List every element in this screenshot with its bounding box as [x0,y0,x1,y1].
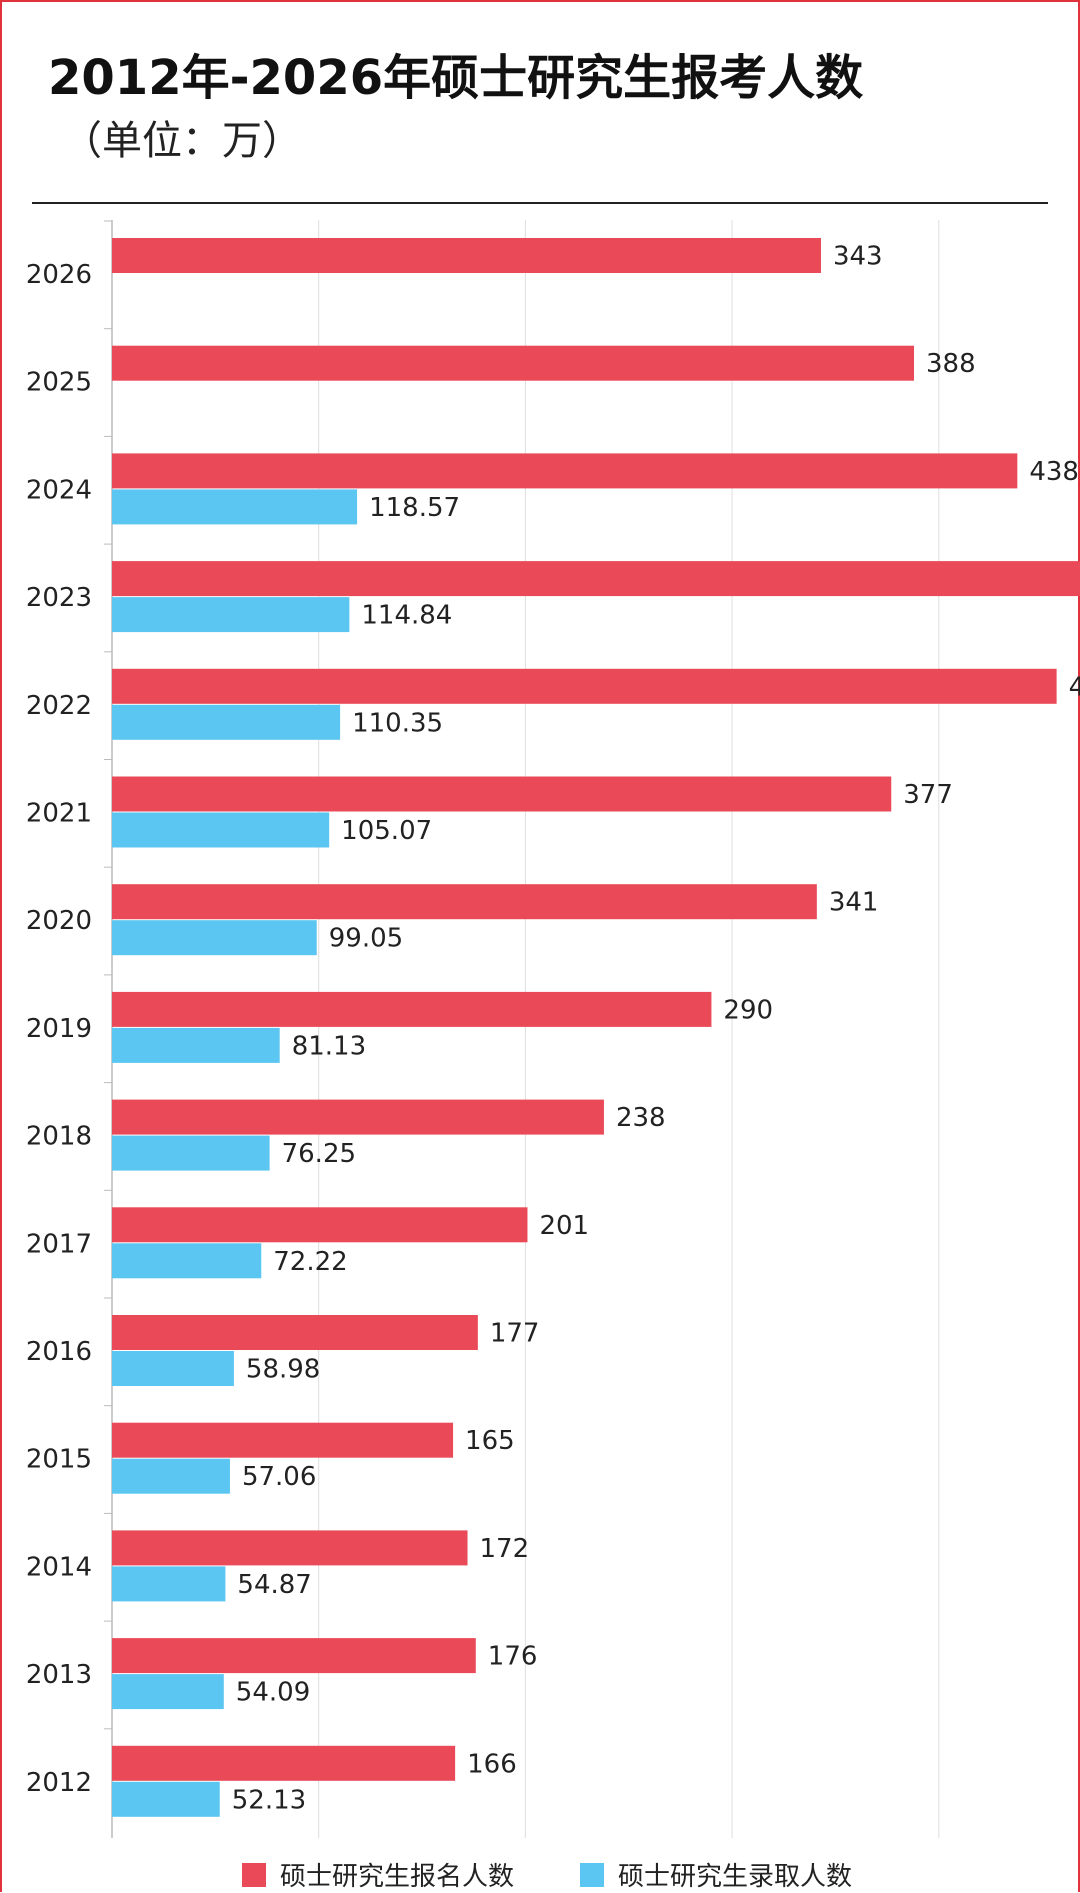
data-label-applicants: 172 [480,1534,530,1564]
bar-admitted [112,1243,262,1279]
chart-legend: 硕士研究生报名人数 硕士研究生录取人数 [0,1856,1080,1892]
chart-subtitle: （单位：万） [62,118,302,164]
bar-admitted [112,1566,226,1602]
category-label: 2025 [26,368,92,398]
legend-swatch-applicants [242,1862,266,1887]
category-label: 2018 [26,1122,92,1152]
data-label-admitted: 76.25 [282,1139,356,1169]
chart-title: 2012年-2026年硕士研究生报考人数 [48,50,864,106]
bar-admitted [112,1351,234,1386]
bar-applicants [112,991,712,1027]
data-label-applicants: 290 [723,995,773,1025]
category-label: 2015 [26,1445,92,1475]
data-label-admitted: 114.84 [361,601,452,631]
category-label: 2019 [26,1014,92,1044]
category-label: 2013 [26,1660,92,1690]
legend-item-admitted: 硕士研究生录取人数 [580,1856,852,1893]
data-label-admitted: 110.35 [352,708,443,738]
data-label-applicants: 238 [616,1103,666,1133]
data-label-admitted: 58.98 [246,1355,320,1385]
bar-applicants [112,1745,456,1781]
bar-applicants [112,668,1057,704]
data-label-applicants: 457 [1069,672,1080,702]
title-divider [32,202,1048,204]
data-label-applicants: 438 [1029,457,1079,487]
data-label-applicants: 201 [539,1211,589,1241]
data-label-applicants: 165 [465,1426,515,1456]
bar-applicants [112,1207,528,1243]
category-label: 2022 [26,691,92,721]
bar-admitted [112,920,317,956]
category-label: 2024 [26,475,92,505]
data-label-applicants: 166 [467,1749,517,1779]
bar-admitted [112,1674,224,1710]
bar-applicants [112,1422,454,1458]
bar-chart: 202634320253882024438118.572023474114.84… [26,220,1080,1838]
bar-admitted [112,1781,220,1817]
data-label-admitted: 99.05 [329,924,403,954]
bar-applicants [112,345,914,381]
data-label-applicants: 177 [490,1319,540,1349]
category-label: 2016 [26,1337,92,1367]
legend-label-admitted: 硕士研究生录取人数 [618,1862,853,1892]
data-label-admitted: 54.09 [236,1678,310,1708]
bar-applicants [112,1315,478,1350]
data-label-applicants: 388 [926,349,976,379]
legend-swatch-admitted [580,1862,604,1887]
data-label-admitted: 54.87 [237,1570,311,1600]
bar-applicants [112,238,821,273]
category-label: 2020 [26,906,92,936]
bar-applicants [112,561,1080,597]
bar-applicants [112,1638,476,1674]
bar-applicants [112,776,892,812]
bar-admitted [112,1458,230,1494]
bar-admitted [112,812,330,848]
bar-admitted [112,704,341,740]
data-label-admitted: 52.13 [232,1785,306,1815]
data-label-admitted: 81.13 [292,1031,366,1061]
data-label-applicants: 176 [488,1642,538,1672]
data-label-applicants: 341 [829,888,879,918]
data-label-admitted: 57.06 [242,1462,316,1492]
bar-admitted [112,1135,270,1171]
legend-label-applicants: 硕士研究生报名人数 [280,1862,515,1892]
data-label-applicants: 343 [833,242,883,272]
bar-applicants [112,1099,604,1135]
bar-admitted [112,489,358,525]
bar-applicants [112,1530,468,1566]
data-label-applicants: 377 [903,780,953,810]
bar-applicants [112,453,1018,489]
bar-admitted [112,1027,280,1063]
legend-item-applicants: 硕士研究生报名人数 [242,1856,514,1893]
category-label: 2017 [26,1229,92,1259]
data-label-admitted: 72.22 [273,1247,347,1277]
category-label: 2021 [26,799,92,829]
bar-admitted [112,597,350,633]
category-label: 2026 [26,260,92,290]
data-label-admitted: 105.07 [341,816,432,846]
data-label-admitted: 118.57 [369,493,460,523]
category-label: 2014 [26,1552,92,1582]
category-label: 2023 [26,583,92,613]
category-label: 2012 [26,1768,92,1798]
bar-applicants [112,884,817,920]
